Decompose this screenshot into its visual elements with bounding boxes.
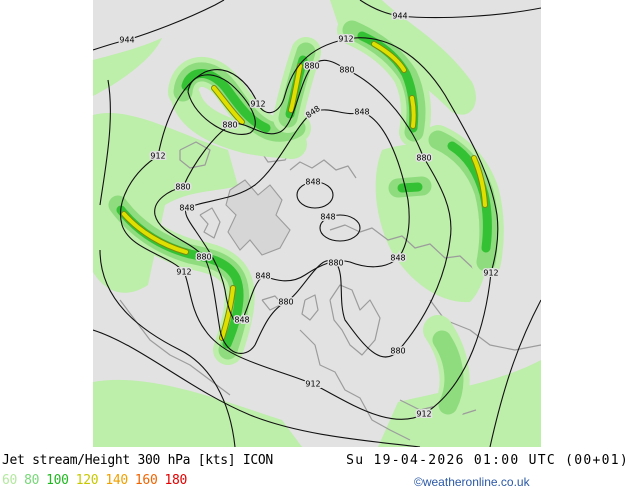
jet-band-southeast (413, 315, 470, 447)
contour-912 (120, 37, 499, 420)
contour-label: 944 (119, 36, 134, 45)
map-title: Jet stream/Height 300 hPa [kts] ICON (2, 453, 273, 468)
contour-label: 848 (305, 178, 320, 187)
contour-label: 880 (196, 253, 211, 262)
legend-value-160: 160 (134, 473, 158, 488)
jet-core-120 (472, 156, 487, 207)
contour-label: 880 (390, 347, 405, 356)
wind-area-northwest (93, 38, 162, 96)
jet-band-east (423, 125, 504, 277)
coastline-europe (299, 329, 411, 441)
coastline-islands-a (179, 141, 211, 169)
contour-outer-south (99, 249, 236, 447)
jet-core-120 (212, 86, 244, 124)
wind-speed-legend: 60 80 100 120 140 160 180 (2, 473, 194, 489)
contour-label: 912 (150, 152, 165, 161)
contour-label: 880 (304, 62, 319, 71)
legend-value-140: 140 (105, 473, 128, 488)
contour-848-inner-a (296, 181, 334, 209)
height-contours (93, 0, 541, 447)
jet-band-60 (171, 83, 307, 159)
contour-labels: 944 944 912 880 880 912 848 848 880 912 … (118, 10, 500, 420)
jet-core-120 (410, 96, 416, 128)
contour-label: 848 (179, 204, 194, 213)
contour-label: 848 (320, 213, 335, 222)
jet-band-north (273, 37, 321, 133)
coastline-siberia (329, 224, 489, 271)
legend-value-120: 120 (75, 473, 99, 488)
contour-label: 880 (222, 121, 237, 130)
jet-band-small (388, 176, 432, 198)
contour-outer-east (489, 299, 541, 447)
jet-band-100 (397, 182, 423, 193)
contour-label: 880 (175, 183, 190, 192)
jet-streams (103, 15, 504, 447)
contour-outer-southwest (93, 329, 421, 447)
coastline-north-america (119, 299, 231, 396)
contour-label: 880 (339, 66, 354, 75)
contour-label: 880 (278, 298, 293, 307)
jet-band-northeast (337, 15, 431, 147)
jet-core-120 (372, 42, 406, 72)
contour-880 (154, 59, 452, 358)
contour-label: 848 (255, 272, 270, 281)
contour-outer-west (99, 79, 111, 206)
legend-value-60: 60 (2, 473, 18, 488)
contour-label: 848 (390, 254, 405, 263)
contour-label: 912 (483, 269, 498, 278)
copyright-notice: ©weatheronline.co.uk (414, 475, 530, 489)
contour-848-inner-b (319, 214, 361, 242)
contour-label: 912 (338, 35, 353, 44)
contour-label: 848 (234, 316, 249, 325)
contour-loop-northwest (187, 74, 256, 135)
wind-area-southwest (93, 379, 302, 447)
coastline-arctic (289, 159, 357, 179)
contour-label: 880 (328, 259, 343, 268)
wind-area-west (93, 113, 238, 293)
contour-label: 912 (416, 410, 431, 419)
contour-944-northwest (93, 0, 225, 51)
jet-core-120 (289, 64, 302, 112)
contour-label: 880 (416, 154, 431, 163)
legend-value-100: 100 (46, 473, 69, 488)
coastline-islands-c (199, 207, 221, 239)
contour-label: 912 (176, 268, 191, 277)
contour-label: 848 (354, 108, 369, 117)
map-canvas: 944 944 912 880 880 912 848 848 880 912 … (93, 0, 541, 447)
contour-944-northeast (359, 0, 541, 19)
coastline-scandinavia (329, 284, 381, 356)
legend-value-180: 180 (164, 473, 188, 488)
jet-band-80 (432, 330, 464, 415)
coastline-greenland (225, 179, 291, 256)
contour-label: 944 (392, 12, 407, 21)
jet-core-120 (122, 212, 188, 254)
legend-value-80: 80 (24, 473, 40, 488)
contour-848 (185, 109, 410, 323)
jet-core-120 (220, 286, 235, 340)
valid-time: Su 19-04-2026 01:00 UTC (00+01) (346, 453, 629, 468)
coastline-uk (301, 294, 319, 321)
contour-label: 912 (305, 380, 320, 389)
jet-band-100 (181, 69, 271, 133)
jet-stream-map: 944 944 912 880 880 912 848 848 880 912 … (93, 0, 541, 447)
contour-label: 912 (250, 100, 265, 109)
